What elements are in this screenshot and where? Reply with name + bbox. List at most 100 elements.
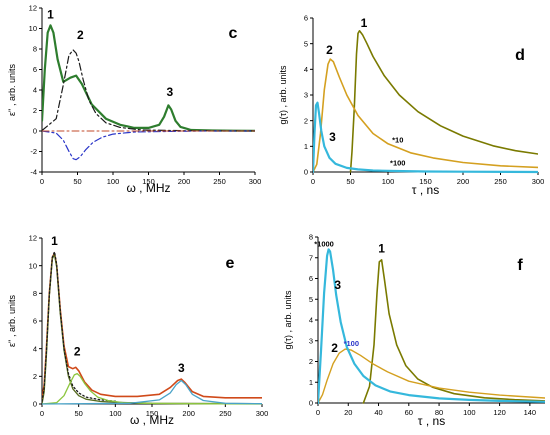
curve-annotation: *10 [392,135,403,144]
x-tick-label: 60 [405,408,413,417]
x-tick-label: 140 [524,408,537,417]
y-tick-label: -4 [30,168,37,177]
y-tick-label: 2 [304,116,308,125]
curve-annotation: 3 [334,278,341,292]
y-tick-label: 8 [33,289,37,298]
curve-annotation: 2 [74,345,81,359]
x-tick-label: 0 [40,177,44,186]
y-tick-label: 3 [304,91,308,100]
chart-panel-d: 0 50 100 150 200 250 300 0 1 2 3 4 5 6 τ , ns g(τ) , ar… [278,14,544,197]
y-tick-label: 8 [33,45,37,54]
y-tick-label: 4 [309,316,313,325]
series-line-1 [362,258,545,404]
y-tick-label: 0 [309,399,313,408]
panel-letter-d: d [515,47,525,64]
curve-annotation: 2 [331,341,338,355]
x-tick-label: 20 [344,408,352,417]
x-axis-label: τ , ns [412,183,439,197]
x-tick-label: 80 [435,408,443,417]
y-tick-label: 6 [33,317,37,326]
y-tick-label: 4 [33,344,37,353]
chart-panel-f: 0 20 40 60 80 100 120 140 0 1 2 3 4 5 6 7 8 τ , ns g(τ) , … [283,233,545,428]
y-tick-label: 1 [309,378,313,387]
curve-annotation: 2 [77,28,84,42]
curve-annotation: 3 [329,130,336,144]
panel-letter-f: f [517,257,523,274]
x-axis-label: ω , MHz [130,413,174,427]
x-tick-label: 150 [419,177,432,186]
y-tick-label: 10 [29,24,37,33]
curve-annotation: *1000 [314,239,334,248]
series-line-3 [42,251,116,402]
y-tick-label: 10 [29,261,37,270]
series-line-3 [318,248,545,405]
x-tick-label: 200 [457,177,470,186]
x-tick-label: 100 [382,177,395,186]
x-tick-label: 100 [109,409,122,418]
x-tick-label: 0 [40,409,44,418]
x-tick-label: 200 [182,409,195,418]
x-tick-label: 250 [494,177,507,186]
curve-annotation: 1 [47,7,54,21]
y-tick-label: 8 [309,233,313,242]
y-axis-label: ε'' , arb. units [7,64,17,116]
x-tick-label: 50 [73,177,81,186]
y-tick-label: 6 [33,65,37,74]
y-tick-label: 6 [309,274,313,283]
series-line-1 [42,24,255,132]
curve-annotation: 2 [326,43,333,57]
series-line-3 [313,101,538,174]
y-tick-label: 4 [33,86,37,95]
panel-letter-c: c [229,25,238,42]
y-tick-label: 12 [29,234,37,243]
x-tick-label: 300 [256,409,269,418]
y-tick-label: 7 [309,253,313,262]
y-tick-label: 4 [304,65,308,74]
x-tick-label: 0 [316,408,320,417]
curve-annotation: 1 [51,234,58,248]
y-tick-label: 5 [304,39,308,48]
x-tick-label: 100 [107,177,120,186]
x-tick-label: 300 [249,177,262,186]
x-tick-label: 120 [493,408,506,417]
y-tick-label: 0 [33,400,37,409]
x-tick-label: 50 [346,177,354,186]
series-line-5 [42,379,262,405]
y-tick-label: 0 [304,168,308,177]
series-line-3 [42,130,255,161]
y-tick-label: 1 [304,142,308,151]
y-axis-label: g(τ) , arb. units [283,290,293,350]
curve-annotation: 3 [166,85,173,99]
x-tick-label: 300 [532,177,545,186]
panel-letter-e: e [226,255,235,272]
x-axis-label: τ , ns [418,414,445,428]
y-tick-label: -2 [30,147,37,156]
curve-annotation: 1 [361,16,368,30]
y-tick-label: 2 [33,372,37,381]
y-axis-label: g(τ) , arb. units [278,65,288,125]
series-line-2 [318,348,545,404]
y-tick-label: 2 [309,357,313,366]
x-tick-label: 150 [142,177,155,186]
x-tick-label: 250 [213,177,226,186]
curve-annotation: *100 [390,159,405,168]
y-tick-label: 3 [309,336,313,345]
curve-annotation: 3 [178,361,185,375]
x-tick-label: 0 [311,177,315,186]
x-tick-label: 200 [178,177,191,186]
x-axis-label: ω , MHz [126,181,170,195]
x-tick-label: 100 [463,408,476,417]
x-tick-label: 150 [146,409,159,418]
y-tick-label: 6 [304,14,308,23]
y-tick-label: 2 [33,106,37,115]
x-tick-label: 250 [219,409,232,418]
x-tick-label: 50 [74,409,82,418]
x-tick-label: 40 [374,408,382,417]
y-axis-label: ε'' , arb. units [7,295,17,347]
y-tick-label: 5 [309,295,313,304]
series-line-1 [349,29,538,173]
series-line-2 [42,49,255,132]
